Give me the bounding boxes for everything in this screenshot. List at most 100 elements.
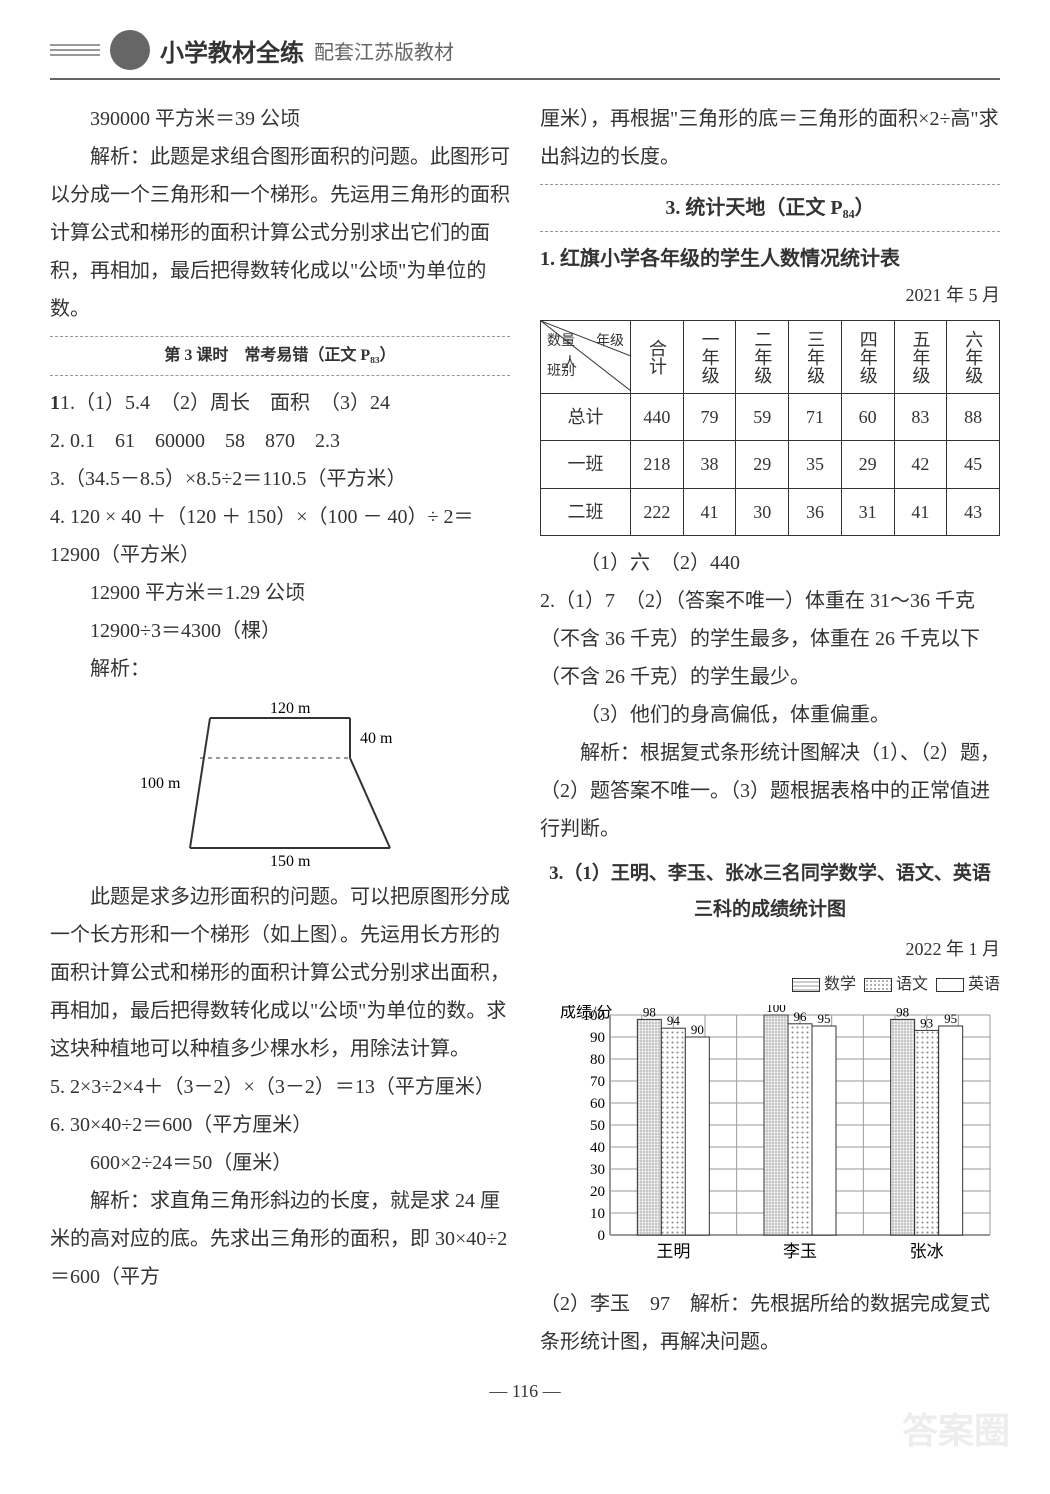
- section-header: 3. 统计天地（正文 P₈₄）: [540, 184, 1000, 232]
- left-column: 390000 平方米＝39 公顷 解析：此题是求组合图形面积的问题。此图形可以分…: [50, 100, 510, 1361]
- table-cell: 29: [841, 441, 894, 488]
- table-column-header: 一年级: [683, 321, 736, 394]
- table-cell: 35: [789, 441, 842, 488]
- chart-date: 2022 年 1 月: [540, 932, 1000, 966]
- table-cell: 41: [894, 488, 947, 535]
- bar-chart: 成绩/分0102030405060708090100989490王明100969…: [560, 1005, 1000, 1285]
- table-column-header: 五年级: [894, 321, 947, 394]
- svg-text:94: 94: [667, 1013, 681, 1028]
- answer-q4a: 4. 120 × 40 ＋（120 ＋ 150）×（100 － 40）÷ 2＝1…: [50, 498, 510, 574]
- svg-text:100: 100: [766, 1005, 786, 1015]
- table-cell: 31: [841, 488, 894, 535]
- answer-q4b: 12900 平方米＝1.29 公顷: [50, 574, 510, 612]
- answer-q5: 5. 2×3÷2×4＋（3－2）×（3－2）＝13（平方厘米）: [50, 1068, 510, 1106]
- q2-explanation: 解析：根据复式条形统计图解决（1）、（2）题，（2）题答案不唯一。（3）题根据表…: [540, 734, 1000, 848]
- svg-text:98: 98: [896, 1005, 909, 1019]
- table-column-header: 四年级: [841, 321, 894, 394]
- svg-text:96: 96: [794, 1008, 808, 1023]
- row-label: 二班: [541, 488, 631, 535]
- table-cell: 218: [631, 441, 684, 488]
- main-content: 390000 平方米＝39 公顷 解析：此题是求组合图形面积的问题。此图形可以分…: [50, 100, 1000, 1361]
- explanation: 解析：此题是求组合图形面积的问题。此图形可以分成一个三角形和一个梯形。先运用三角…: [50, 138, 510, 328]
- svg-text:0: 0: [598, 1228, 606, 1244]
- table-cell: 59: [736, 394, 789, 441]
- svg-text:40: 40: [590, 1140, 605, 1156]
- diagram-bottom-label: 150 m: [270, 853, 311, 868]
- answer-q4d: 解析：: [50, 650, 510, 688]
- svg-text:50: 50: [590, 1118, 605, 1134]
- table-cell: 41: [683, 488, 736, 535]
- table-cell: 440: [631, 394, 684, 441]
- header-decoration: [50, 44, 100, 56]
- table-column-header: 六年级: [947, 321, 1000, 394]
- book-subtitle: 配套江苏版教材: [314, 36, 454, 65]
- table-column-header: 二年级: [736, 321, 789, 394]
- svg-text:70: 70: [590, 1074, 605, 1090]
- answer-q6a: 6. 30×40÷2＝600（平方厘米）: [50, 1106, 510, 1144]
- table-cell: 29: [736, 441, 789, 488]
- table-row: 二班222413036314143: [541, 488, 1000, 535]
- table-cell: 88: [947, 394, 1000, 441]
- diagram-right-label: 40 m: [360, 730, 393, 747]
- table-cell: 83: [894, 394, 947, 441]
- table-cell: 30: [736, 488, 789, 535]
- section-header: 第 3 课时 常考易错（正文 P₈₃）: [50, 336, 510, 376]
- text-line: 390000 平方米＝39 公顷: [50, 100, 510, 138]
- legend-item: 数学: [792, 970, 856, 1000]
- svg-text:王明: 王明: [656, 1242, 690, 1261]
- trapezoid-diagram: 120 m 40 m 100 m 150 m: [130, 698, 430, 868]
- q1-answer: （1）六 （2）440: [540, 544, 1000, 582]
- svg-text:60: 60: [590, 1096, 605, 1112]
- page-header: 小学教材全练 配套江苏版教材: [50, 30, 1000, 80]
- svg-text:张冰: 张冰: [910, 1242, 944, 1261]
- legend-item: 英语: [936, 970, 1000, 1000]
- legend-item: 语文: [864, 970, 928, 1000]
- table-cell: 36: [789, 488, 842, 535]
- table-cell: 45: [947, 441, 1000, 488]
- statistics-table: 年级数量人班别合计一年级二年级三年级四年级五年级六年级 总计4407959716…: [540, 320, 1000, 536]
- chart-title: 3.（1）王明、李玉、张冰三名同学数学、语文、英语三科的成绩统计图: [540, 856, 1000, 928]
- answer-q4c: 12900÷3＝4300（棵）: [50, 612, 510, 650]
- logo-icon: [110, 30, 150, 70]
- table-cell: 60: [841, 394, 894, 441]
- table-cell: 222: [631, 488, 684, 535]
- svg-text:98: 98: [643, 1005, 656, 1019]
- row-label: 总计: [541, 394, 631, 441]
- row-label: 一班: [541, 441, 631, 488]
- svg-text:30: 30: [590, 1162, 605, 1178]
- answer-q6b: 600×2÷24＝50（厘米）: [50, 1144, 510, 1182]
- page-number: — 116 —: [50, 1381, 1000, 1402]
- svg-text:95: 95: [944, 1011, 957, 1026]
- table-cell: 71: [789, 394, 842, 441]
- table-corner-cell: 年级数量人班别: [541, 321, 631, 394]
- table-cell: 42: [894, 441, 947, 488]
- right-column: 厘米），再根据"三角形的底＝三角形的面积×2÷高"求出斜边的长度。 3. 统计天…: [540, 100, 1000, 1361]
- svg-text:李玉: 李玉: [783, 1242, 817, 1261]
- explanation-q4: 此题是求多边形面积的问题。可以把原图形分成一个长方形和一个梯形（如上图）。先运用…: [50, 878, 510, 1068]
- table-row: 总计440795971608388: [541, 394, 1000, 441]
- answer-q2: 2. 0.1 61 60000 58 870 2.3: [50, 422, 510, 460]
- table-cell: 38: [683, 441, 736, 488]
- table-row: 一班218382935294245: [541, 441, 1000, 488]
- svg-text:10: 10: [590, 1206, 605, 1222]
- svg-text:93: 93: [920, 1015, 933, 1030]
- svg-text:100: 100: [583, 1008, 606, 1024]
- chart-legend: 数学语文英语: [540, 970, 1000, 1000]
- table-date: 2021 年 5 月: [540, 278, 1000, 312]
- table-column-header: 合计: [631, 321, 684, 394]
- diagram-left-label: 100 m: [140, 775, 181, 792]
- answer-q3: 3.（34.5－8.5）×8.5÷2＝110.5（平方米）: [50, 460, 510, 498]
- svg-text:80: 80: [590, 1052, 605, 1068]
- explanation-q6: 解析：求直角三角形斜边的长度，就是求 24 厘米的高对应的底。先求出三角形的面积…: [50, 1182, 510, 1296]
- svg-text:20: 20: [590, 1184, 605, 1200]
- table-cell: 43: [947, 488, 1000, 535]
- answer-q1: 11.（1）5.4 （2）周长 面积 （3）24: [50, 384, 510, 422]
- continuation-text: 厘米），再根据"三角形的底＝三角形的面积×2÷高"求出斜边的长度。: [540, 100, 1000, 176]
- book-title: 小学教材全练: [160, 33, 304, 68]
- q1-title: 1. 红旗小学各年级的学生人数情况统计表: [540, 240, 1000, 278]
- svg-text:95: 95: [818, 1011, 831, 1026]
- diagram-top-label: 120 m: [270, 700, 311, 717]
- svg-text:90: 90: [590, 1030, 605, 1046]
- svg-text:90: 90: [691, 1022, 704, 1037]
- q3-answer: （2）李玉 97 解析：先根据所给的数据完成复式条形统计图，再解决问题。: [540, 1285, 1000, 1361]
